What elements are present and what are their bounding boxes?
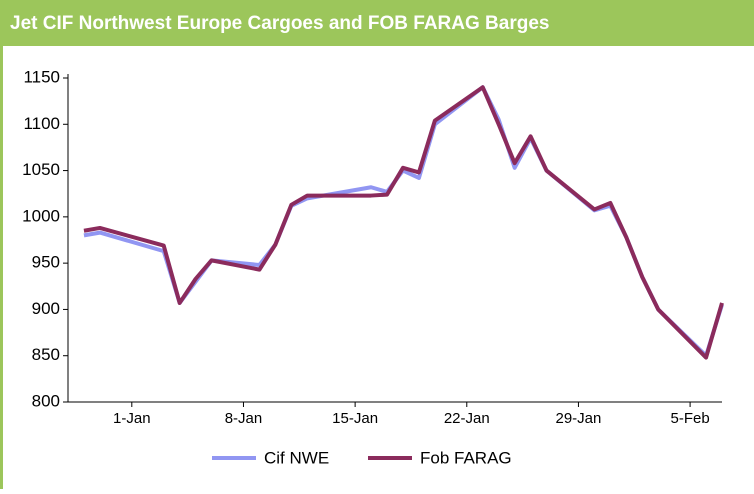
y-tick-label: 1050 <box>22 160 60 179</box>
legend-label: Cif NWE <box>264 448 329 467</box>
header-bar <box>0 0 754 46</box>
chart-title: Jet CIF Northwest Europe Cargoes and FOB… <box>10 13 549 34</box>
x-tick-label: 15-Jan <box>332 410 378 427</box>
frame-left <box>0 0 3 489</box>
x-tick-label: 8-Jan <box>225 410 263 427</box>
y-tick-label: 1000 <box>22 206 60 225</box>
x-tick-label: 22-Jan <box>444 410 490 427</box>
y-tick-label: 1100 <box>23 114 60 133</box>
x-tick-label: 5-Feb <box>671 410 710 427</box>
x-tick-label: 29-Jan <box>556 410 602 427</box>
series-line <box>83 85 724 360</box>
y-tick-label: 800 <box>32 391 60 410</box>
y-tick-label: 850 <box>32 345 60 364</box>
legend-label: Fob FARAG <box>420 448 512 467</box>
y-tick-label: 1150 <box>23 67 60 86</box>
x-tick-label: 1-Jan <box>113 410 151 427</box>
y-tick-label: 900 <box>32 299 60 318</box>
y-tick-label: 950 <box>32 253 60 272</box>
